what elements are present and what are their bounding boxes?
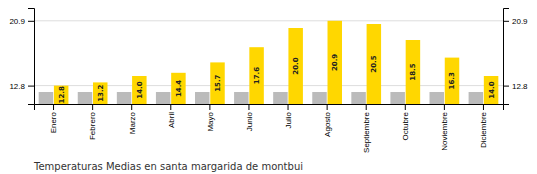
data-label: 14.0 <box>136 81 144 98</box>
data-label: 13.2 <box>97 84 105 101</box>
bar <box>117 92 131 104</box>
tick-mark <box>288 104 289 110</box>
bar <box>78 92 92 104</box>
tick-mark <box>503 86 509 87</box>
x-axis: Enero Febrero Marzo Abril Mayo Junio Julio Agos… <box>35 104 504 153</box>
tick-label: Septiembre <box>362 111 371 152</box>
axis-line <box>504 9 510 105</box>
tick-label: Agosto <box>323 111 332 136</box>
bar <box>367 24 381 104</box>
tick: Julio <box>284 104 293 128</box>
tick-label: Marzo <box>128 111 137 134</box>
tick-mark <box>170 104 171 110</box>
bar <box>406 40 420 104</box>
title: Temperaturas Medias en santa margarida d… <box>33 161 303 172</box>
tick: 12.8 <box>9 82 34 91</box>
axis-line <box>28 9 35 105</box>
tick: 20.9 <box>503 17 528 26</box>
tick-label: Febrero <box>88 111 97 140</box>
bar <box>132 76 146 104</box>
tick-label: Enero <box>49 111 58 133</box>
tick: Marzo <box>128 104 137 134</box>
data-label: 18.5 <box>409 63 417 80</box>
tick: Agosto <box>323 104 332 137</box>
bar <box>445 58 459 104</box>
tick-mark <box>53 104 54 110</box>
tick-mark <box>366 104 367 110</box>
tick-mark <box>444 104 445 110</box>
tick: Junio <box>245 104 254 131</box>
tick-mark <box>503 21 509 22</box>
tick-mark <box>248 104 249 110</box>
bar <box>430 92 444 104</box>
tick: Mayo <box>206 104 215 132</box>
bar <box>351 92 365 104</box>
tick-label: Abril <box>167 112 176 128</box>
tick: Octubre <box>401 104 410 140</box>
tick-label: Mayo <box>206 111 215 131</box>
tick-label: Julio <box>284 111 293 128</box>
tick-mark <box>405 104 406 110</box>
bar <box>156 92 170 104</box>
tick: 12.8 <box>503 82 528 91</box>
grid-line <box>34 20 503 21</box>
bar <box>234 92 248 104</box>
bar <box>273 92 287 104</box>
data-label: 14.0 <box>488 81 496 98</box>
tick: Noviembre <box>440 104 449 151</box>
tick-mark <box>483 104 484 110</box>
tick-label: Octubre <box>401 111 410 140</box>
data-label: 14.4 <box>175 80 183 97</box>
tick-mark <box>92 104 93 110</box>
data-label: 15.7 <box>214 74 222 91</box>
tick: Abril <box>167 104 176 128</box>
y-axis: 12.8 20.9 <box>9 9 34 105</box>
grid <box>34 21 503 86</box>
tick-mark <box>209 104 210 110</box>
bar <box>195 92 209 104</box>
tick-mark <box>131 104 132 110</box>
bar <box>288 28 302 104</box>
tick: Enero <box>49 104 58 133</box>
tick: 20.9 <box>9 17 34 26</box>
tick-label: Junio <box>245 111 254 131</box>
tick-mark <box>327 104 328 110</box>
bar <box>328 21 342 104</box>
bar <box>93 82 107 104</box>
data-label: 20.0 <box>292 57 300 74</box>
bar <box>39 92 53 104</box>
bar <box>484 76 498 104</box>
bar <box>249 47 263 104</box>
bar <box>312 92 326 104</box>
data-label: 20.5 <box>370 55 378 72</box>
data-label: 12.8 <box>58 86 66 103</box>
data-label: 20.9 <box>331 54 339 71</box>
tick-mark <box>28 21 34 22</box>
tick-label: 12.8 <box>9 82 25 91</box>
bar <box>469 92 483 104</box>
bar <box>54 86 68 104</box>
y2-axis: 12.8 20.9 <box>503 9 528 105</box>
data-labels: 12.8 13.2 14.0 14.4 15.7 17.6 20.0 20.9 20.5 18.5… <box>58 54 496 104</box>
tick-label: 20.9 <box>9 17 25 26</box>
tick: Diciembre <box>479 104 488 148</box>
tick-label: 12.8 <box>512 82 528 91</box>
data-label: 17.6 <box>253 67 261 84</box>
bars <box>39 21 499 104</box>
axis-line <box>35 105 504 111</box>
tick: Septiembre <box>362 104 371 153</box>
bar <box>390 92 404 104</box>
bar <box>171 73 185 104</box>
chart: 12.8 13.2 14.0 14.4 15.7 17.6 20.0 20.9 20.5 18.5… <box>0 0 537 174</box>
tick-label: Diciembre <box>479 111 488 148</box>
bar <box>210 62 224 104</box>
tick-mark <box>28 86 34 87</box>
data-label: 16.3 <box>448 72 456 89</box>
tick-label: Noviembre <box>440 111 449 150</box>
tick: Febrero <box>88 104 97 140</box>
tick-label: 20.9 <box>512 17 528 26</box>
